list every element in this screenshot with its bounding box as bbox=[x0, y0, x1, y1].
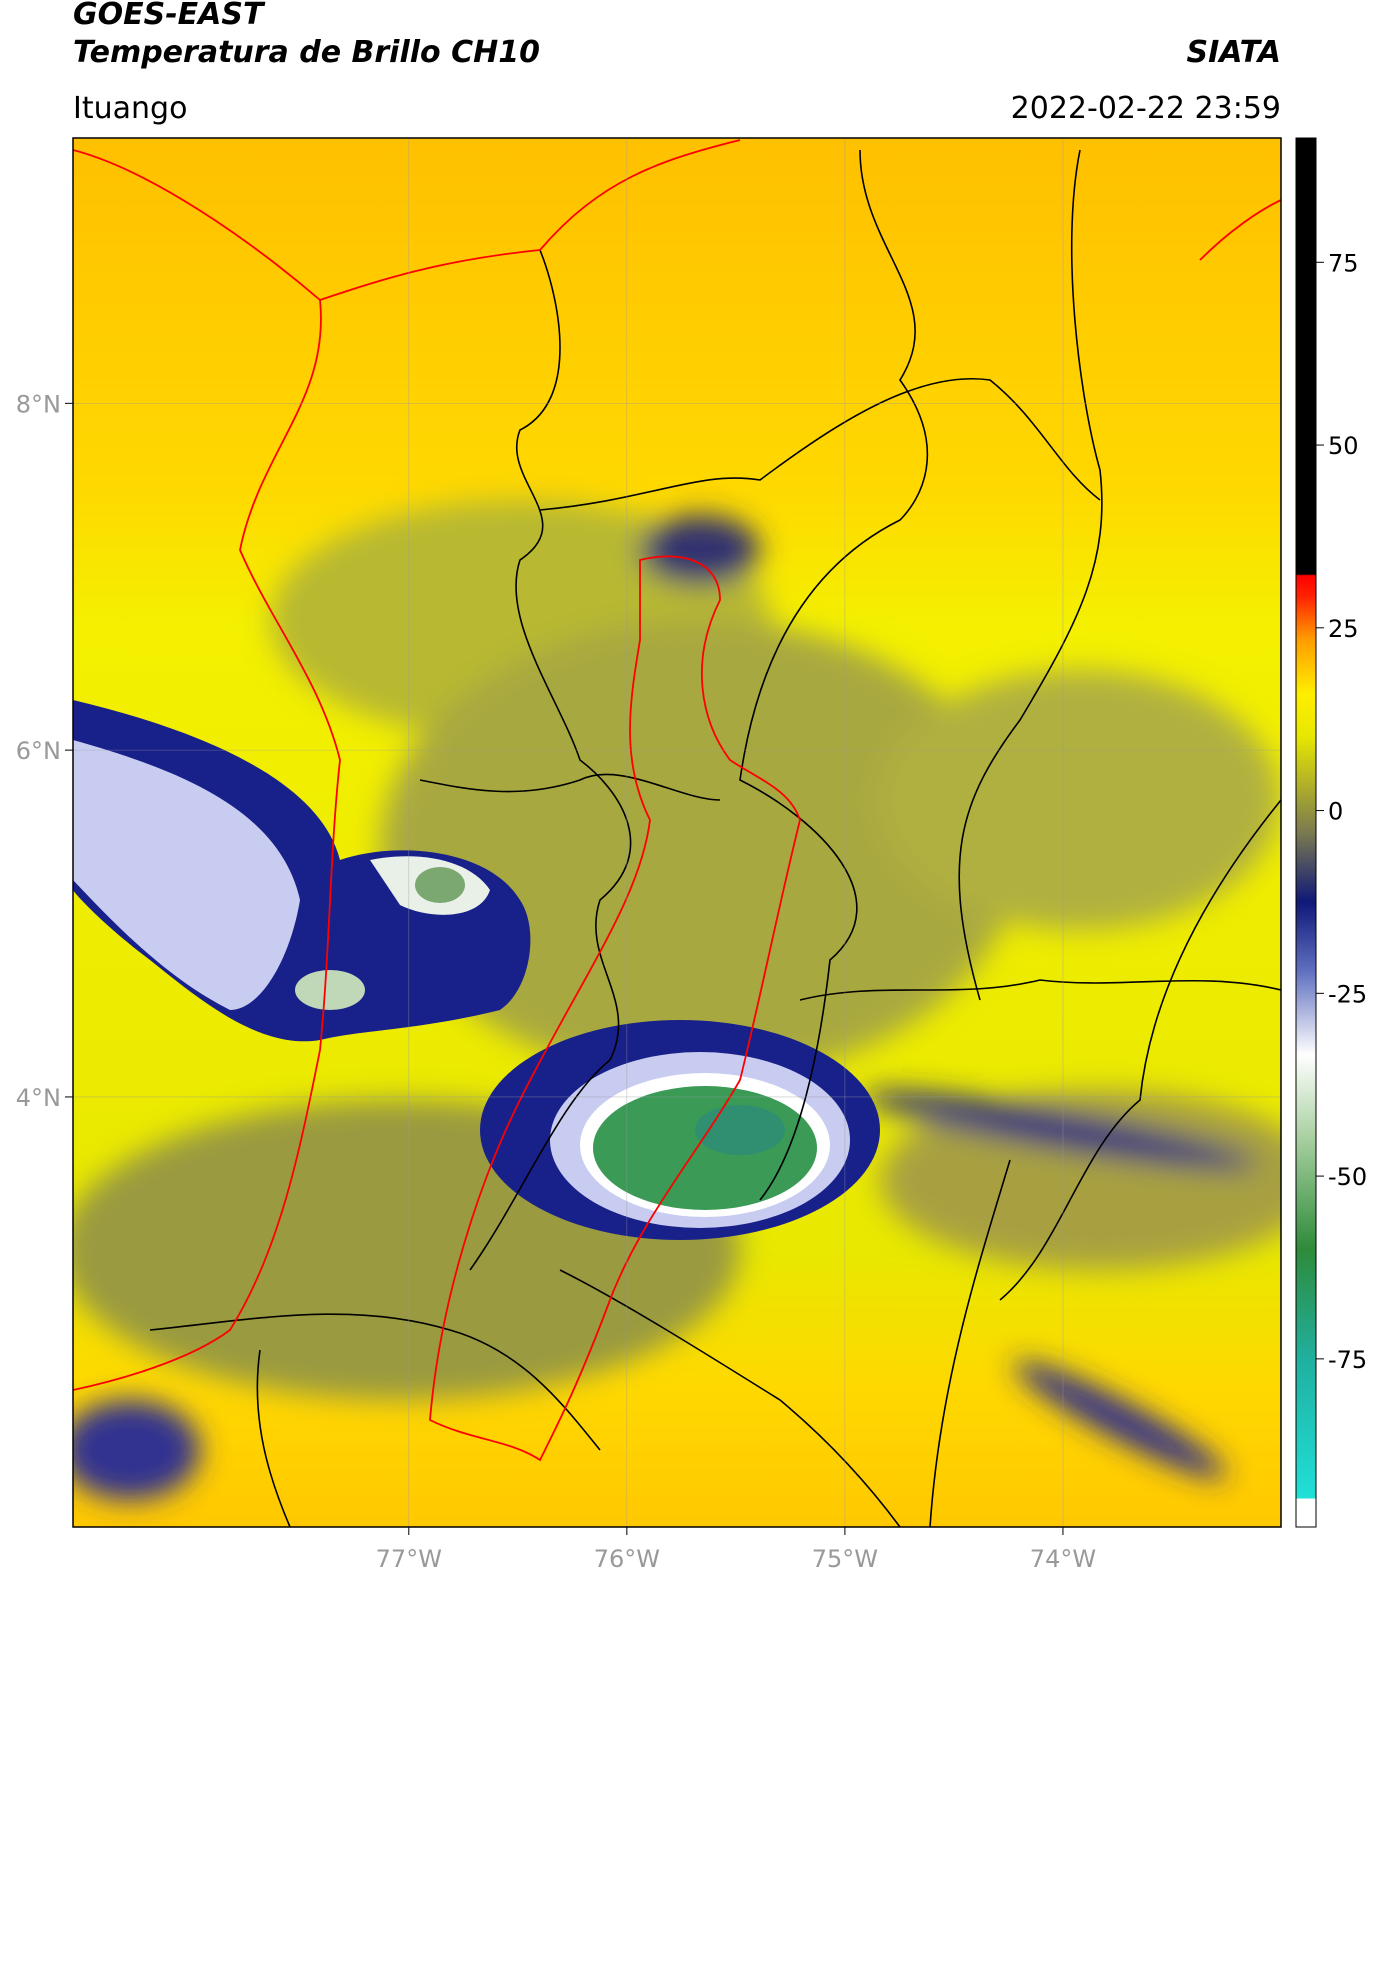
colorbar-tick-label: -25 bbox=[1328, 980, 1367, 1008]
colorbar-tick-label: 25 bbox=[1328, 615, 1359, 643]
colorbar-tick-label: 50 bbox=[1328, 432, 1359, 460]
y-tick-label: 4°N bbox=[16, 1084, 61, 1112]
subtitle: Temperatura de Brillo CH10 bbox=[73, 35, 540, 70]
y-tick-label: 8°N bbox=[16, 390, 61, 418]
source: SIATA bbox=[1187, 35, 1281, 70]
x-tick-label: 77°W bbox=[376, 1545, 442, 1573]
map-frame bbox=[72, 137, 1282, 1528]
colorbar bbox=[1295, 137, 1317, 1528]
x-tick-label: 75°W bbox=[812, 1545, 878, 1573]
colorbar-tick-label: -75 bbox=[1328, 1346, 1367, 1374]
region: Ituango bbox=[73, 91, 187, 126]
date: 2022-02-22 23:59 bbox=[1011, 91, 1281, 126]
satellite-image bbox=[73, 138, 1281, 1527]
title: GOES-EAST bbox=[73, 0, 266, 32]
colorbar-tick-label: 75 bbox=[1328, 249, 1359, 277]
x-tick-label: 74°W bbox=[1030, 1545, 1096, 1573]
colorbar-tick-label: -50 bbox=[1328, 1163, 1367, 1191]
x-tick-label: 76°W bbox=[594, 1545, 660, 1573]
colorbar-tick-label: 0 bbox=[1328, 798, 1343, 826]
y-tick-label: 6°N bbox=[16, 737, 61, 765]
graticule bbox=[73, 138, 1281, 1527]
